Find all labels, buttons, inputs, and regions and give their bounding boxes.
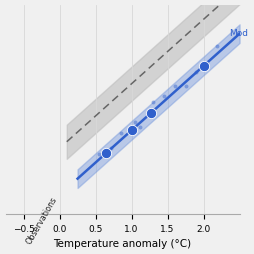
Point	[97, 152, 101, 156]
Point	[109, 146, 113, 150]
Point	[52, 240, 56, 244]
Point	[148, 112, 152, 116]
Point	[61, 231, 65, 235]
Point	[183, 85, 187, 89]
Point	[151, 101, 155, 105]
Point	[129, 129, 133, 133]
Point	[204, 62, 208, 66]
Point	[68, 225, 72, 229]
Point	[172, 84, 176, 88]
Point	[118, 131, 122, 135]
X-axis label: Temperature anomaly (°C): Temperature anomaly (°C)	[53, 239, 191, 248]
Point	[138, 126, 142, 130]
Text: Mod: Mod	[228, 29, 247, 38]
Point	[161, 94, 165, 98]
Point	[104, 151, 108, 155]
Point	[41, 249, 45, 253]
Point	[214, 45, 218, 49]
Point	[133, 121, 137, 125]
Point	[201, 65, 205, 69]
Text: Observations: Observations	[24, 195, 58, 245]
Point	[194, 70, 198, 74]
